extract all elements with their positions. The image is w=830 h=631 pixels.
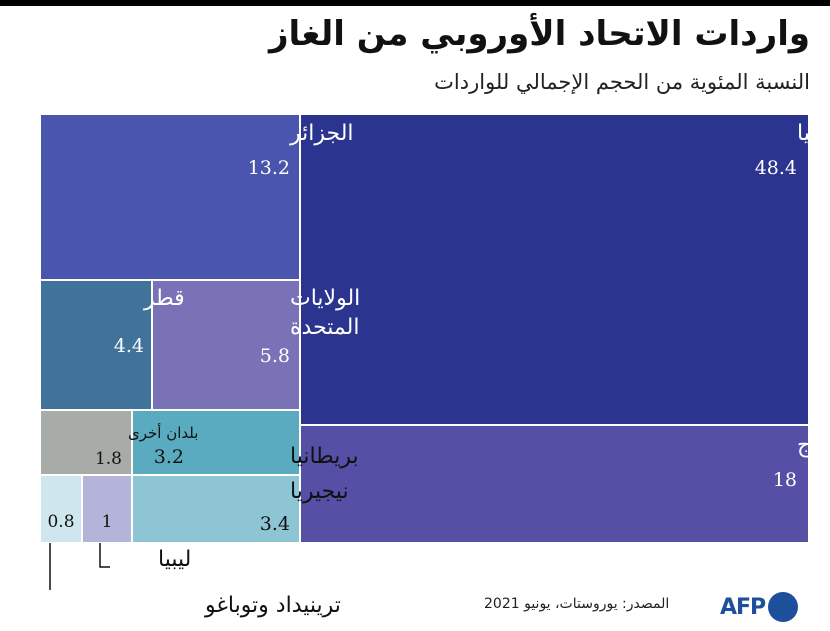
treemap-value-1: 18 [773,469,797,491]
callout-line-8 [99,543,110,568]
treemap-value-8: 1 [102,512,113,532]
treemap-value-4: 4.4 [114,335,144,357]
treemap-label-2: الجزائر [289,121,354,146]
treemap-value-6: 3.2 [154,446,184,468]
afp-logo-text: AFP [720,594,766,620]
treemap-cell-8 [81,474,133,544]
treemap-cell-1 [299,424,810,544]
treemap-label-3: الولايات [290,286,360,311]
top-bar [0,0,830,6]
afp-logo-dot [768,592,799,622]
treemap-label-3: المتحدة [290,315,359,340]
callout-label-8: ليبيا [158,547,191,572]
treemap-value-3: 5.8 [260,345,290,367]
treemap-cell-4 [39,279,153,411]
treemap-value-2: 13.2 [248,157,290,179]
source-note: المصدر: يوروستات، يونيو 2021 [484,596,670,612]
treemap-label-7: بلدان أخرى [128,423,198,442]
treemap-value-5: 3.4 [260,513,290,535]
treemap-label-0: روسيا [797,121,830,146]
treemap-cell-7 [39,409,133,476]
treemap-cell-3 [151,279,301,411]
chart-title: واردات الاتحاد الأوروبي من الغاز [268,14,810,54]
treemap-value-7: 1.8 [95,449,122,469]
treemap-cell-2 [39,113,301,281]
chart-subtitle: النسبة المئوية من الحجم الإجمالي للواردا… [434,70,810,94]
treemap-label-5: نيجيريا [290,479,349,504]
afp-logo: AFP [720,592,799,622]
treemap-label-4: قطر [143,286,185,311]
treemap-label-6: بريطانيا [290,444,359,469]
treemap-cell-0 [299,113,810,426]
treemap-cell-6 [131,409,301,476]
treemap-value-0: 48.4 [755,157,797,179]
treemap-cell-9 [39,474,83,544]
callout-label-9: ترينيداد وتوباغو [204,593,341,618]
treemap-value-9: 0.8 [47,512,74,532]
treemap-label-1: النروج [797,433,830,458]
